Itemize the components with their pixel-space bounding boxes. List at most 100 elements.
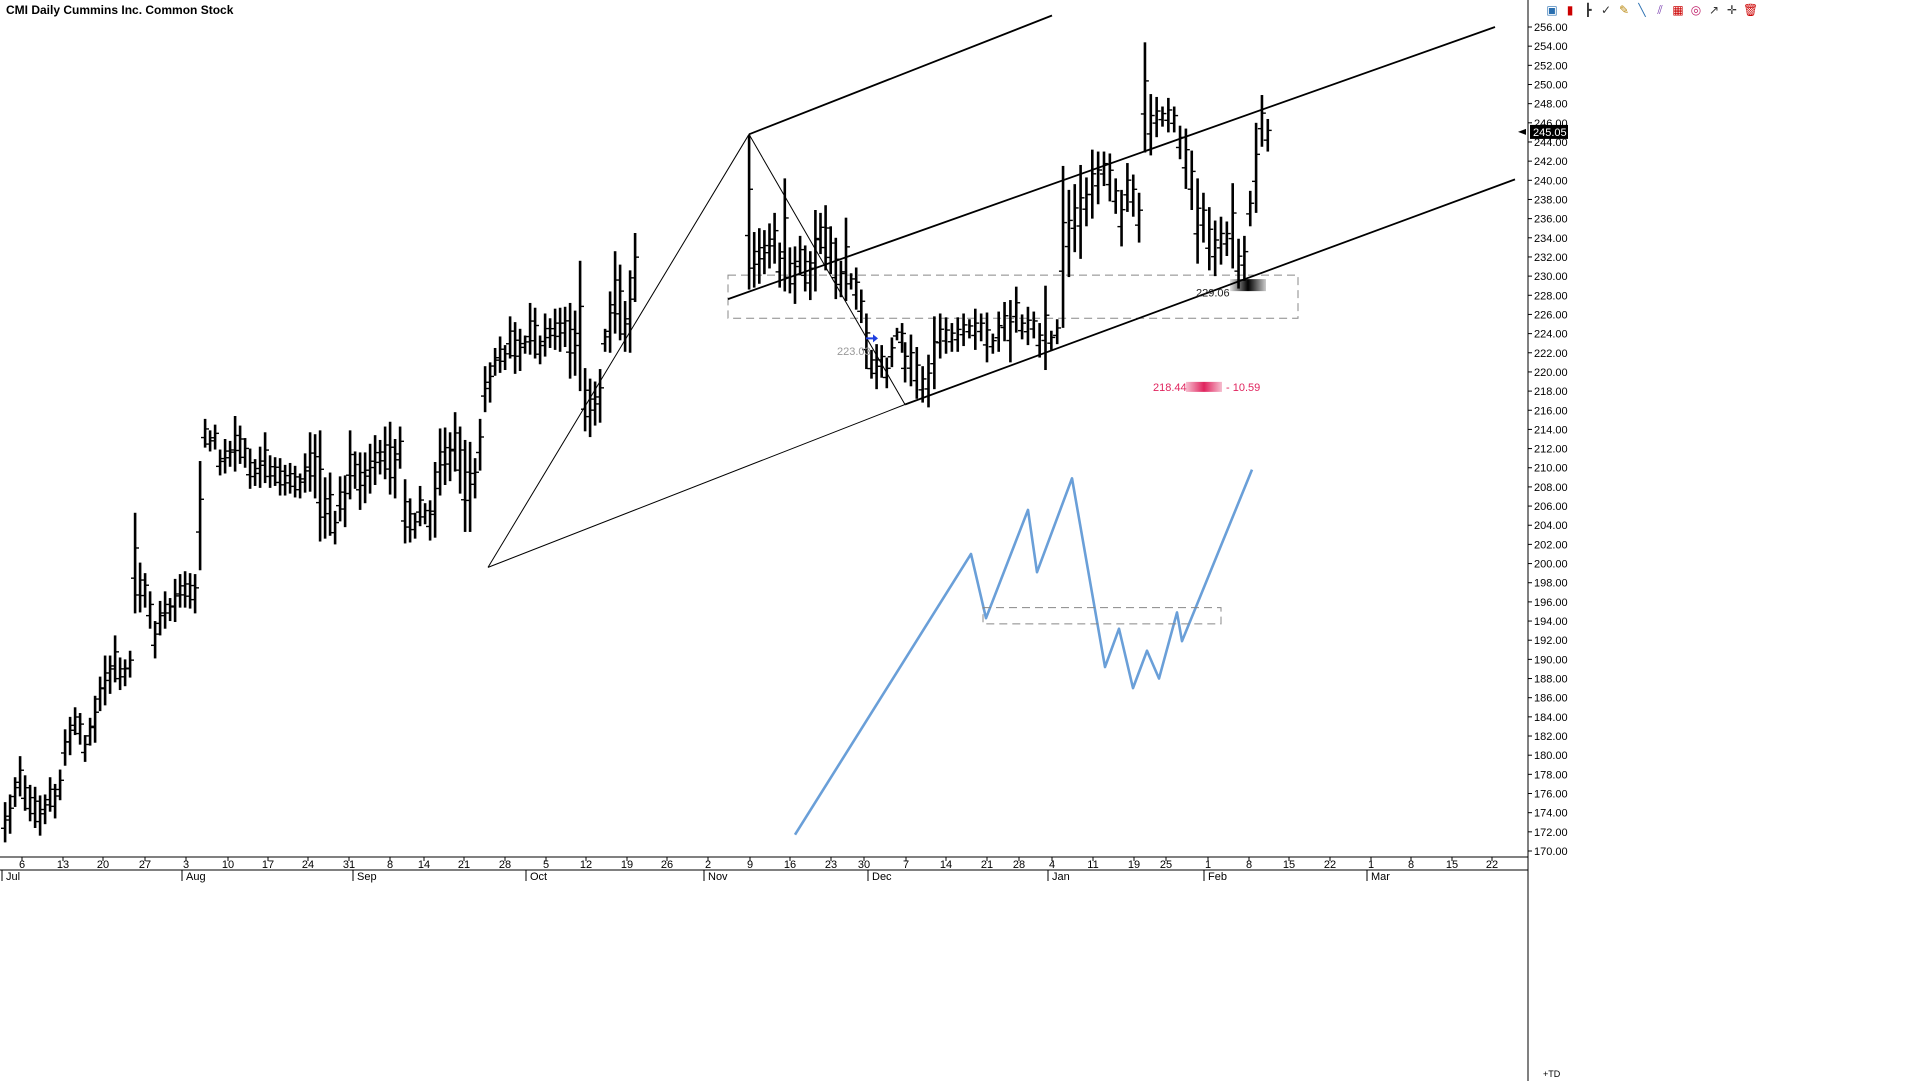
trash-icon[interactable]: 🗑 xyxy=(1743,3,1759,17)
price-bar-range xyxy=(1178,125,1182,160)
line-icon[interactable]: ╲ xyxy=(1638,3,1646,17)
price-bar-range xyxy=(1172,106,1176,133)
price-bar-range xyxy=(508,316,512,359)
price-bar xyxy=(371,435,379,485)
date-tick-label: 10 xyxy=(222,859,234,871)
price-bar-range xyxy=(103,655,107,706)
month-label: Jan xyxy=(1052,871,1070,883)
checkmark-icon[interactable]: ✓ xyxy=(1600,3,1612,17)
price-bar-range xyxy=(997,311,1000,352)
price-bar-range xyxy=(83,735,87,762)
price-bar-range xyxy=(763,230,766,275)
price-bar xyxy=(1158,106,1167,127)
price-bar-range xyxy=(1091,149,1094,219)
pitchfork-lower-base xyxy=(487,404,906,568)
price-tick-label: 236.00 xyxy=(1534,214,1568,226)
price-bar xyxy=(775,242,784,288)
price-bar-range xyxy=(148,591,152,629)
price-bar xyxy=(56,769,64,801)
date-tick-label: 5 xyxy=(543,859,549,871)
price-bar-range xyxy=(378,439,382,475)
price-bar xyxy=(872,344,881,390)
price-bar xyxy=(892,327,901,341)
pencil-icon[interactable]: ✎ xyxy=(1618,3,1630,17)
price-bar-range xyxy=(1237,238,1240,289)
price-bar xyxy=(745,135,753,290)
price-bar xyxy=(877,345,886,378)
price-bar xyxy=(1023,306,1032,346)
price-tick-label: 252.00 xyxy=(1534,60,1568,72)
price-bar-range xyxy=(1208,207,1211,271)
price-bar xyxy=(780,178,789,292)
price-bar-range xyxy=(1243,235,1246,281)
price-bar-range xyxy=(613,251,617,334)
price-bar xyxy=(1234,238,1243,289)
price-bar-range xyxy=(118,657,122,691)
price-bar-range xyxy=(48,777,52,812)
price-tick-label: 178.00 xyxy=(1534,769,1568,781)
price-tick-label: 210.00 xyxy=(1534,463,1568,475)
grid-icon[interactable]: ▦ xyxy=(1672,3,1684,17)
price-bar-range xyxy=(962,313,965,347)
price-bar xyxy=(1193,178,1202,264)
price-bar-range xyxy=(803,245,807,292)
price-bar-range xyxy=(890,337,894,368)
price-bar-range xyxy=(98,676,102,712)
screen-icon[interactable]: ▣ xyxy=(1546,3,1558,17)
price-bar-range xyxy=(418,485,422,527)
price-bar-range xyxy=(1073,184,1077,253)
price-bar xyxy=(366,443,374,494)
price-bar xyxy=(821,205,830,271)
price-bar xyxy=(1111,178,1120,214)
price-tick-label: 242.00 xyxy=(1534,156,1568,168)
price-bar xyxy=(536,335,544,365)
price-bar-range xyxy=(633,233,637,302)
price-bar xyxy=(1211,220,1220,277)
price-bar xyxy=(965,319,974,339)
price-bar-range xyxy=(593,381,597,426)
price-bar-range xyxy=(623,301,627,352)
date-tick-label: 4 xyxy=(1049,859,1055,871)
multi-line-icon[interactable]: ⫽ xyxy=(1657,3,1663,17)
price-bar-range xyxy=(358,452,362,510)
price-bar-range xyxy=(528,302,532,355)
price-bar xyxy=(91,695,99,743)
price-bar xyxy=(811,210,820,292)
price-bar-range xyxy=(308,432,312,492)
price-bar-range xyxy=(768,223,771,269)
price-bar xyxy=(806,251,815,301)
price-bar-range xyxy=(298,473,302,499)
price-bar xyxy=(1035,323,1044,358)
price-bar-range xyxy=(13,777,17,807)
price-bar xyxy=(411,512,419,539)
arrow-icon[interactable]: ↗ xyxy=(1708,3,1720,17)
price-bar xyxy=(785,247,794,294)
crosshair-icon[interactable]: ✛ xyxy=(1726,3,1738,17)
target-delta-label: - 10.59 xyxy=(1226,382,1260,394)
price-bar xyxy=(1135,192,1143,243)
price-bar-range xyxy=(158,600,162,636)
candle-icon[interactable]: ▮ xyxy=(1566,3,1574,17)
target-icon[interactable]: ◎ xyxy=(1690,3,1702,17)
price-bar xyxy=(601,328,609,352)
date-tick-label: 19 xyxy=(1128,859,1140,871)
price-bar-range xyxy=(588,378,592,438)
price-bar-range xyxy=(503,345,507,371)
price-tick-label: 216.00 xyxy=(1534,405,1568,417)
price-bar-range xyxy=(1149,94,1153,156)
price-bar-range xyxy=(133,512,137,614)
price-tick-label: 200.00 xyxy=(1534,559,1568,571)
price-bar-range xyxy=(747,135,751,290)
price-tick-label: 198.00 xyxy=(1534,578,1568,590)
price-bar xyxy=(476,418,484,471)
price-bar xyxy=(316,430,324,542)
price-bar-range xyxy=(1085,177,1088,227)
price-bar-range xyxy=(123,659,127,687)
price-tick-label: 208.00 xyxy=(1534,482,1568,494)
bar-icon[interactable]: ┣ xyxy=(1584,3,1592,17)
price-bar-range xyxy=(238,425,242,464)
date-tick-label: 8 xyxy=(1246,859,1252,871)
price-tick-label: 180.00 xyxy=(1534,750,1568,762)
price-bar-range xyxy=(885,357,889,389)
price-bar-range xyxy=(1096,151,1100,205)
